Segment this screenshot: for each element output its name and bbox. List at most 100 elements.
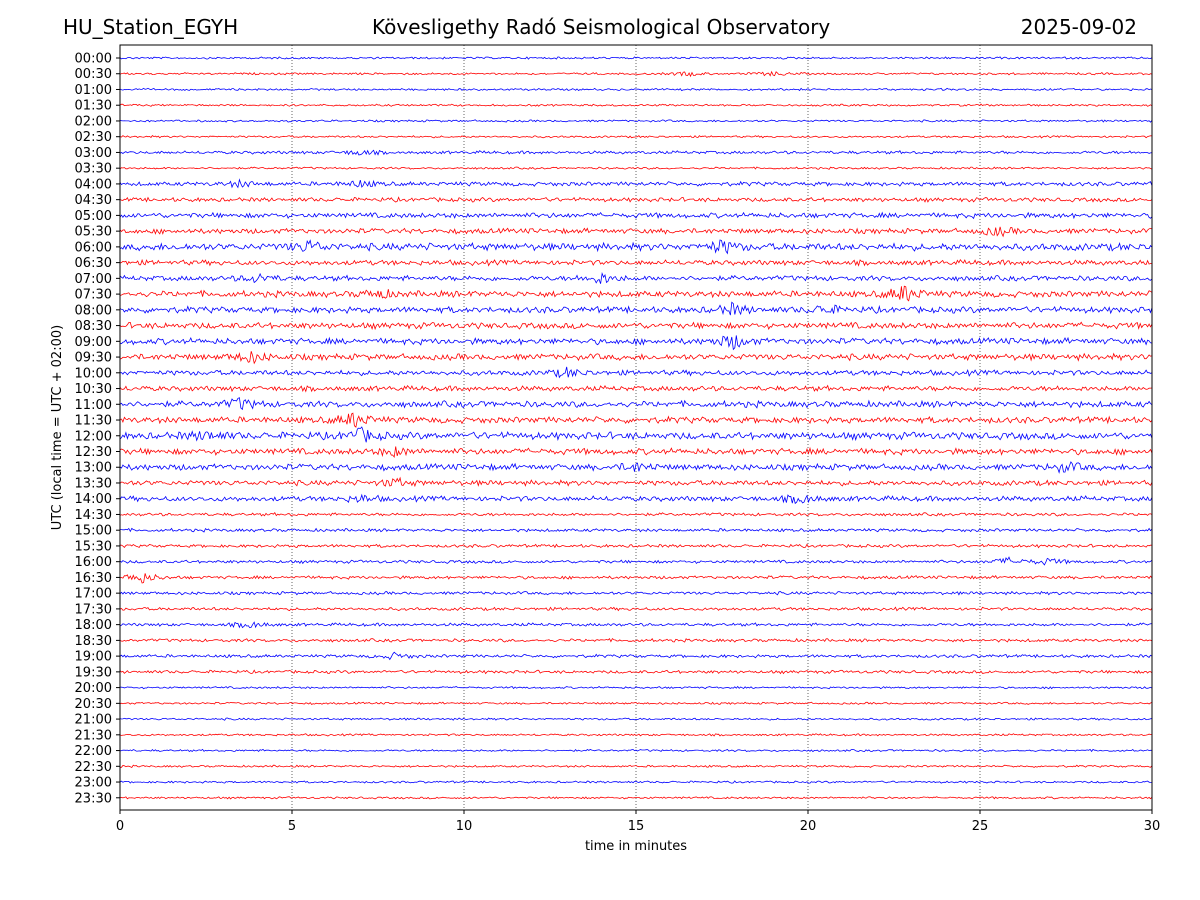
y-tick-label: 09:30 (75, 351, 112, 366)
y-tick-label: 13:30 (75, 476, 112, 491)
y-tick-label: 14:30 (75, 508, 112, 523)
y-tick-labels: 00:0000:3001:0001:3002:0002:3003:0003:30… (75, 52, 120, 806)
seismic-trace (119, 543, 1153, 549)
seismic-trace (119, 196, 1153, 203)
seismic-trace (119, 512, 1153, 517)
seismic-trace (119, 412, 1153, 428)
seismic-trace (119, 621, 1153, 629)
seismic-trace (119, 70, 1153, 78)
x-tick-label: 15 (628, 819, 645, 834)
y-tick-label: 19:30 (75, 665, 112, 680)
seismic-trace (119, 748, 1152, 753)
seismic-trace (119, 258, 1153, 267)
y-tick-label: 01:30 (75, 99, 112, 114)
observatory-title: Kövesligethy Radó Seismological Observat… (372, 15, 831, 39)
seismic-trace (119, 651, 1153, 661)
y-tick-label: 18:30 (75, 634, 112, 649)
y-tick-label: 18:00 (75, 618, 112, 633)
seismic-trace (119, 166, 1153, 170)
seismic-trace (119, 321, 1153, 331)
seismic-trace (119, 239, 1153, 255)
y-tick-label: 06:00 (75, 240, 112, 255)
seismic-trace (119, 178, 1153, 189)
seismic-trace (119, 226, 1153, 238)
record-date: 2025-09-02 (1020, 15, 1137, 39)
x-tick-labels: 0 5 10 15 20 25 30 (116, 810, 1160, 834)
seismic-trace (119, 301, 1153, 316)
y-tick-label: 03:00 (75, 146, 112, 161)
seismic-trace (119, 384, 1153, 393)
seismic-trace (119, 149, 1153, 156)
seismic-trace (119, 556, 1153, 566)
seismic-trace (119, 701, 1153, 706)
y-tick-label: 08:30 (75, 319, 112, 334)
y-tick-label: 21:00 (75, 713, 112, 728)
seismic-trace (119, 685, 1153, 690)
y-tick-label: 00:30 (75, 67, 112, 82)
y-tick-label: 12:00 (75, 429, 112, 444)
seismic-trace (119, 426, 1153, 443)
y-tick-label: 10:00 (75, 366, 112, 381)
seismic-trace (119, 211, 1153, 220)
seismic-trace (120, 764, 1153, 769)
y-tick-label: 03:30 (75, 162, 112, 177)
y-axis-label: UTC (local time = UTC + 02:00) (50, 325, 65, 530)
y-tick-label: 09:00 (75, 335, 112, 350)
seismic-trace (119, 135, 1153, 139)
y-tick-label: 05:00 (75, 209, 112, 224)
y-tick-label: 23:00 (75, 776, 112, 791)
x-tick-label: 25 (972, 819, 989, 834)
x-tick-label: 20 (800, 819, 817, 834)
trace-group (119, 56, 1153, 800)
y-tick-label: 16:00 (75, 555, 112, 570)
y-tick-label: 21:30 (75, 728, 112, 743)
y-tick-label: 17:00 (75, 587, 112, 602)
y-tick-label: 15:00 (75, 524, 112, 539)
y-tick-label: 14:00 (75, 492, 112, 507)
x-tick-label: 5 (288, 819, 296, 834)
y-tick-label: 02:30 (75, 130, 112, 145)
grid-lines (291, 45, 981, 810)
y-tick-label: 06:30 (75, 256, 112, 271)
seismic-trace (119, 669, 1153, 675)
seismic-trace (119, 573, 1153, 584)
y-tick-label: 20:00 (75, 681, 112, 696)
seismic-trace (119, 285, 1153, 302)
y-tick-label: 05:30 (75, 225, 112, 240)
y-tick-label: 00:00 (75, 52, 112, 67)
seismic-trace (119, 446, 1153, 459)
seismic-trace (120, 527, 1153, 533)
seismic-trace (119, 780, 1153, 784)
y-tick-label: 20:30 (75, 697, 112, 712)
y-tick-label: 01:00 (75, 83, 112, 98)
y-tick-label: 12:30 (75, 445, 112, 460)
seismic-trace (119, 87, 1153, 92)
y-tick-label: 17:30 (75, 602, 112, 617)
y-tick-label: 11:30 (75, 414, 112, 429)
y-tick-label: 04:00 (75, 177, 112, 192)
y-tick-label: 08:00 (75, 303, 112, 318)
y-tick-label: 04:30 (75, 193, 112, 208)
y-tick-label: 10:30 (75, 382, 112, 397)
y-tick-label: 11:00 (75, 398, 112, 413)
seismic-trace (119, 103, 1153, 107)
seismic-trace (119, 493, 1153, 505)
seismic-trace (119, 733, 1152, 737)
y-tick-label: 07:00 (75, 272, 112, 287)
seismic-trace (119, 335, 1153, 351)
y-tick-label: 19:00 (75, 650, 112, 665)
seismic-trace (119, 717, 1153, 721)
seismic-trace (119, 366, 1153, 379)
y-tick-label: 22:00 (75, 744, 112, 759)
y-tick-label: 13:00 (75, 461, 112, 476)
x-tick-label: 30 (1144, 819, 1161, 834)
seismic-trace (119, 606, 1153, 612)
seismic-trace (119, 637, 1153, 643)
y-tick-label: 22:30 (75, 760, 112, 775)
seismic-trace (119, 271, 1153, 284)
x-axis-label: time in minutes (585, 839, 687, 854)
y-tick-label: 16:30 (75, 571, 112, 586)
seismic-trace (119, 56, 1153, 60)
